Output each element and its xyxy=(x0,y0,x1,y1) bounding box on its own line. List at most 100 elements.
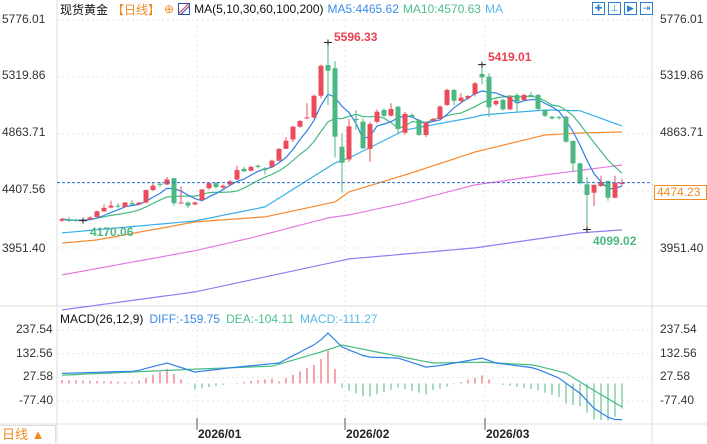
candle-up xyxy=(402,113,408,133)
low-annotation: 4099.02 xyxy=(593,234,637,248)
candle-up xyxy=(374,111,380,122)
candle-down xyxy=(514,94,520,102)
candle-up xyxy=(507,96,513,110)
indicator-chart-icon[interactable] xyxy=(178,3,191,15)
add-indicator-icon[interactable]: ⊕ xyxy=(164,2,175,16)
price-tick-left: 3951.40 xyxy=(2,241,46,255)
candle-down xyxy=(360,121,366,149)
candle-down xyxy=(325,64,331,71)
chart-header: 现货黄金 【日线】 ⊕ MA(5,10,30,60,100,200) MA5:4… xyxy=(60,1,503,17)
candle-up xyxy=(269,160,275,167)
candle-up xyxy=(472,83,478,94)
candle-down xyxy=(185,202,191,206)
candle-up xyxy=(164,179,170,185)
candle-up xyxy=(101,207,107,212)
candle-up xyxy=(430,118,436,121)
ma5-line xyxy=(61,90,623,221)
candle-up xyxy=(192,202,198,205)
candle-up xyxy=(591,184,597,193)
candle-down xyxy=(157,183,163,185)
candle-down xyxy=(570,140,576,164)
date-label: 2026/01 xyxy=(198,427,242,441)
candle-down xyxy=(542,109,548,116)
last-price-tag: 4474.23 xyxy=(654,185,707,200)
candle-up xyxy=(276,148,282,161)
ma-settings-label[interactable]: MA(5,10,30,60,100,200) xyxy=(194,2,324,16)
price-tick-left: 5319.86 xyxy=(2,68,46,82)
candle-up xyxy=(178,202,184,204)
macd-diff-line xyxy=(61,332,623,421)
candle-down xyxy=(584,184,590,195)
candle-up xyxy=(612,182,618,198)
period-selector[interactable]: 【日线】 xyxy=(112,2,161,17)
price-tick-left: 4407.56 xyxy=(2,182,46,196)
price-tick-right: 5319.86 xyxy=(660,68,704,82)
macd-diff-value: DIFF:-159.75 xyxy=(149,312,221,326)
candle-down xyxy=(129,203,135,205)
high-annotation: 5596.33 xyxy=(334,30,378,44)
ma-more-value: MA xyxy=(484,2,503,16)
macd-label[interactable]: MACD(26,12,9) xyxy=(60,312,144,326)
macd-tick-left: 27.58 xyxy=(23,369,54,383)
candle-up xyxy=(437,106,443,119)
candle-down xyxy=(171,178,177,204)
range-icon[interactable]: ▶ xyxy=(624,2,637,15)
candle-up xyxy=(493,100,499,105)
candle-down xyxy=(339,146,345,163)
ma10-value: MA10:4570.63 xyxy=(402,2,481,16)
candle-up xyxy=(122,202,128,207)
candle-up xyxy=(304,117,310,119)
date-label: 2026/02 xyxy=(346,427,390,441)
candle-down xyxy=(115,205,121,207)
extreme-marker xyxy=(324,39,332,46)
candle-up xyxy=(619,182,625,185)
extreme-marker xyxy=(583,226,591,233)
candle-down xyxy=(332,68,338,137)
macd-value: MACD:-111.27 xyxy=(299,312,378,326)
crosshair-icon[interactable]: ✚ xyxy=(592,2,605,15)
candle-down xyxy=(262,168,268,171)
candle-down xyxy=(535,94,541,109)
candle-up xyxy=(150,185,156,191)
macd-tick-left: 237.54 xyxy=(16,322,53,336)
candle-down xyxy=(66,219,72,221)
candle-up xyxy=(346,126,352,160)
price-tick-left: 5776.01 xyxy=(2,12,46,26)
candle-up xyxy=(388,108,394,116)
candle-up xyxy=(423,122,429,135)
period-toggle[interactable]: 日线 ▲ xyxy=(0,425,56,443)
candle-up xyxy=(367,123,373,149)
low-annotation: 4170.06 xyxy=(90,225,134,239)
date-label: 2026/03 xyxy=(486,427,530,441)
candle-down xyxy=(416,119,422,135)
candle-up xyxy=(283,140,289,149)
ma5-value: MA5:4465.62 xyxy=(327,2,399,16)
candle-down xyxy=(73,219,79,221)
chart-toolbar: ✚ ⊥ ▶ ⇥ xyxy=(592,2,653,15)
price-tick-right: 4863.71 xyxy=(660,125,704,139)
ma60-line xyxy=(61,131,623,244)
exit-icon[interactable]: ⇥ xyxy=(640,2,653,15)
candle-up xyxy=(598,182,604,186)
macd-tick-left: -77.40 xyxy=(19,393,54,407)
candle-up xyxy=(59,219,65,221)
candle-up xyxy=(234,170,240,180)
candle-down xyxy=(409,114,415,117)
macd-tick-right: 27.58 xyxy=(660,369,691,383)
candle-down xyxy=(577,163,583,184)
candle-down xyxy=(353,118,359,121)
candle-down xyxy=(381,109,387,116)
macd-dea-line xyxy=(61,344,623,408)
candle-up xyxy=(248,166,254,171)
candle-down xyxy=(241,168,247,172)
candle-down xyxy=(500,99,506,110)
candle-up xyxy=(458,97,464,101)
fit-icon[interactable]: ⊥ xyxy=(608,2,621,15)
candle-down xyxy=(395,106,401,129)
candle-down xyxy=(563,116,569,142)
macd-dea-value: DEA:-104.11 xyxy=(226,312,294,326)
candle-up xyxy=(108,205,114,208)
price-tick-right: 3951.40 xyxy=(660,241,704,255)
symbol-name: 现货黄金 xyxy=(60,2,109,17)
